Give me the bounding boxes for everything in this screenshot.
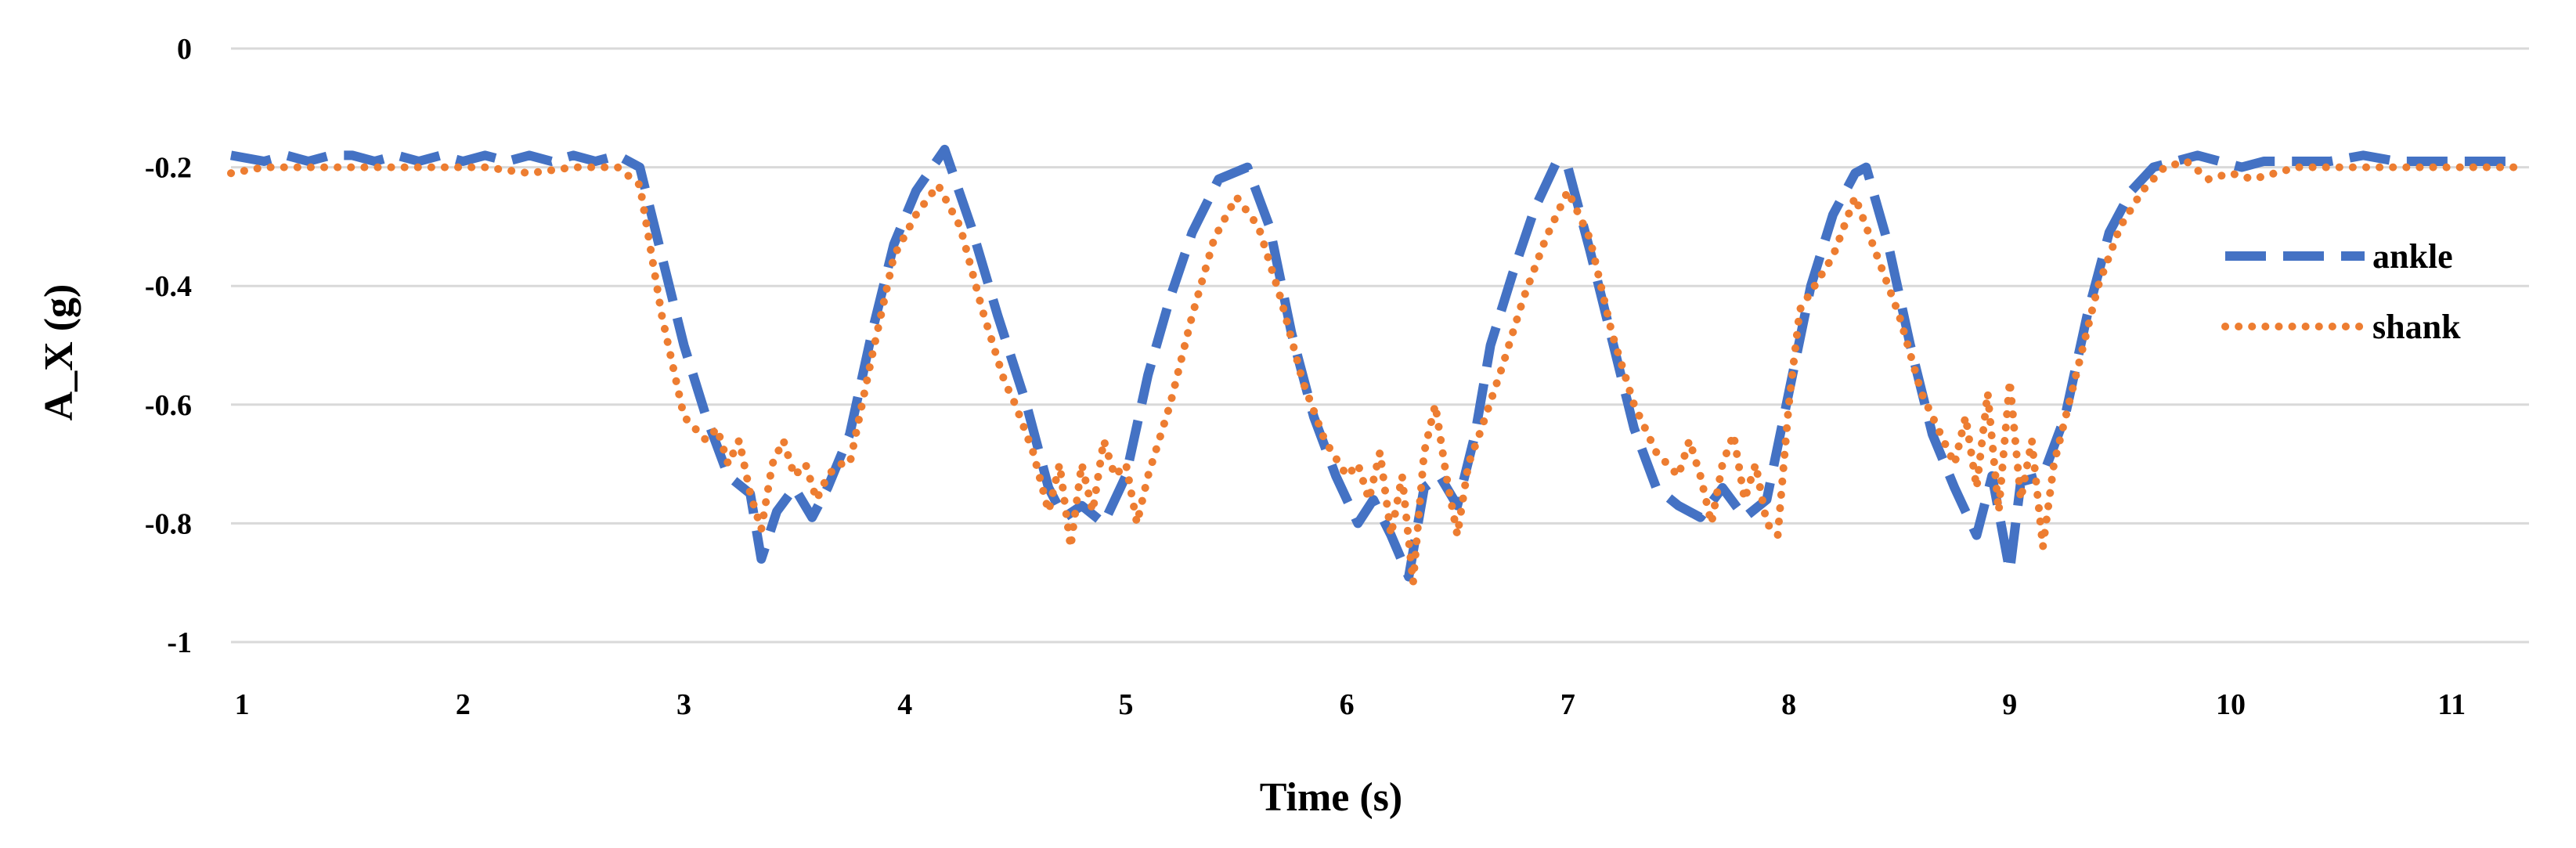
x-tick-label: 9: [2002, 688, 2017, 721]
x-tick-label: 7: [1560, 688, 1575, 721]
x-tick-label: 2: [456, 688, 471, 721]
y-tick-label: -0.6: [145, 389, 192, 422]
x-tick-label: 10: [2216, 688, 2246, 721]
y-tick-label: -0.2: [145, 152, 192, 185]
x-tick-label: 1: [235, 688, 250, 721]
x-tick-label: 11: [2437, 688, 2466, 721]
x-tick-label: 3: [676, 688, 691, 721]
x-axis-tick-labels: 1 2 3 4 5 6 7 8 9 10 11: [235, 688, 2466, 721]
legend-label-ankle: ankle: [2372, 237, 2453, 276]
y-tick-label: -0.4: [145, 270, 192, 303]
x-axis-title: Time (s): [1260, 775, 1402, 820]
y-tick-label: -0.8: [145, 507, 192, 540]
y-tick-label: -1: [167, 626, 192, 659]
series-line-ankle: [229, 144, 2518, 582]
x-tick-label: 5: [1118, 688, 1133, 721]
y-axis-title: A_X (g): [37, 284, 81, 421]
series-lines: [227, 144, 2522, 583]
y-axis-tick-labels: 0 -0.2 -0.4 -0.6 -0.8 -1: [145, 33, 192, 659]
legend: ankle shank: [2221, 237, 2461, 346]
x-tick-label: 4: [897, 688, 912, 721]
x-tick-label: 6: [1340, 688, 1355, 721]
y-tick-label: 0: [177, 33, 192, 66]
gridlines: [231, 47, 2529, 644]
x-tick-label: 8: [1781, 688, 1796, 721]
legend-label-shank: shank: [2372, 308, 2461, 346]
series-line-shank: [227, 157, 2522, 583]
